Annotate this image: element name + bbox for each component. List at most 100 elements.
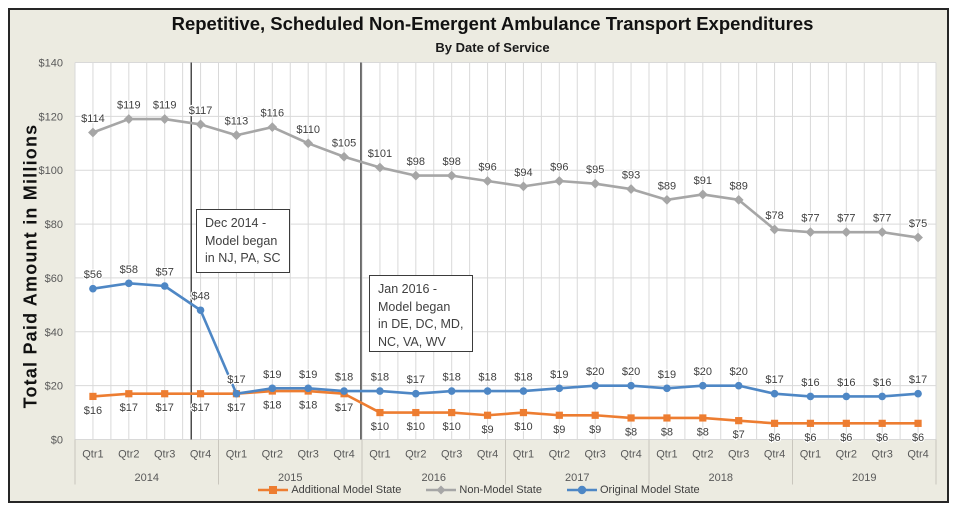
marker-square [770,419,779,427]
annotation-box: Dec 2014 - Model began in NJ, PA, SC [196,209,290,273]
x-tick-label-quarter: Qtr3 [584,449,605,461]
series-line-2 [92,282,919,398]
x-tick-label-year: 2018 [709,472,733,484]
marker-square [125,390,133,398]
marker-diamond [375,162,385,173]
data-label: $17 [227,374,245,386]
x-tick-label-quarter: Qtr3 [154,449,175,461]
marker-circle [770,389,779,398]
marker-diamond [88,127,98,138]
marker-diamond [303,138,314,149]
x-tick-label-quarter: Qtr1 [656,449,677,461]
data-label: $6 [912,432,924,444]
data-label: $8 [625,426,637,438]
data-label: $95 [586,164,604,176]
data-label: $17 [765,374,783,386]
marker-circle [412,389,420,398]
x-tick-label-quarter: Qtr2 [692,449,713,461]
annotation-text-line: Jan 2016 - [378,282,438,296]
marker-circle [806,392,815,401]
marker-circle [699,381,707,390]
annotation-text-line: in DE, DC, MD, [378,317,464,331]
data-label: $58 [120,264,138,276]
marker-diamond [590,178,601,189]
marker-diamond [446,170,457,181]
marker-square [519,408,528,417]
marker-circle [914,389,922,398]
data-label: $8 [661,426,673,438]
y-tick-label: $100 [39,165,63,177]
marker-diamond [877,227,888,238]
marker-circle [878,392,886,401]
marker-diamond [913,232,923,243]
marker-circle [627,381,635,390]
annotation-text-line: Model began [378,299,451,314]
x-tick-label-year: 2016 [422,472,446,484]
annotation-text-line: Dec 2014 - [205,216,267,230]
marker-circle [304,384,312,393]
data-label: $113 [225,116,249,128]
data-label: $119 [153,100,177,112]
y-tick-label: $40 [45,327,63,339]
y-tick-label: $120 [39,111,63,123]
x-tick-label-quarter: Qtr3 [441,449,462,461]
data-label: $119 [117,100,141,112]
data-label: $101 [368,148,392,160]
marker-circle [591,381,599,390]
data-label: $89 [730,180,748,192]
data-label: $78 [765,210,783,222]
marker-square [196,390,205,398]
data-label: $19 [299,369,317,381]
marker-diamond [733,194,744,205]
legend-item: Non-Model State [425,484,542,496]
marker-circle [125,279,133,288]
legend-item: Original Model State [566,484,700,496]
data-label: $16 [873,377,891,389]
marker-square [89,392,97,401]
data-label: $96 [478,161,496,173]
marker-circle [483,387,492,395]
marker-diamond [518,181,529,192]
data-label: $10 [443,421,461,433]
x-tick-label-quarter: Qtr2 [118,449,139,461]
data-label: $17 [156,402,174,414]
data-label: $20 [694,366,712,378]
legend-marker-diamond-icon [426,485,457,495]
marker-square [591,411,599,419]
data-label: $48 [191,291,209,303]
marker-square [448,408,456,417]
x-tick-label-quarter: Qtr4 [764,449,785,461]
annotation-text-line: NC, VA, WV [378,334,446,349]
marker-circle [89,284,97,293]
marker-diamond [769,224,780,235]
marker-circle [232,389,241,398]
x-tick-label-quarter: Qtr4 [620,449,641,461]
marker-diamond [841,227,852,238]
data-label: $89 [658,180,676,192]
data-label: $17 [909,374,927,386]
chart-subtitle: By Date of Service [435,40,550,55]
data-label: $17 [335,402,353,414]
marker-square [806,419,815,427]
marker-diamond [231,130,242,141]
legend-label: Original Model State [599,484,700,496]
legend: Additional Model State Non-Model State Ori… [8,484,949,496]
data-label: $110 [296,124,320,136]
x-tick-label-quarter: Qtr1 [513,449,534,461]
data-label: $77 [801,213,819,225]
annotation-text-line: Model began [205,233,278,248]
x-tick-label-quarter: Qtr3 [297,449,318,461]
marker-circle [340,387,348,395]
x-tick-label-quarter: Qtr3 [728,449,749,461]
x-tick-label-quarter: Qtr2 [262,449,283,461]
data-label: $20 [622,366,640,378]
marker-square [627,414,635,422]
marker-circle [447,387,456,395]
data-label: $18 [335,372,353,384]
data-label: $17 [120,402,138,414]
data-label: $19 [263,369,281,381]
marker-diamond [662,194,672,205]
data-label: $16 [801,377,819,389]
data-label: $19 [550,369,568,381]
